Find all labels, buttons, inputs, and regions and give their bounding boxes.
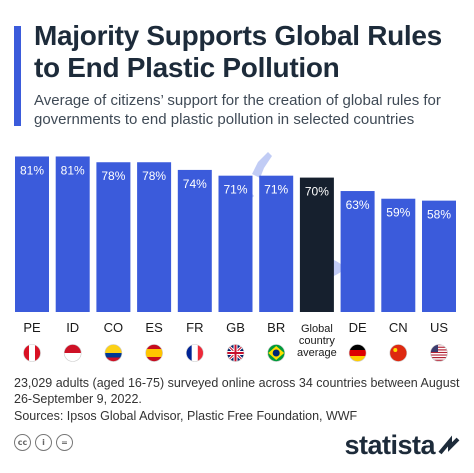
logo-text: statista [344, 430, 435, 460]
colombia-flag-icon [104, 344, 123, 362]
category-label: DE [349, 320, 367, 335]
bar-chart: 81% PE 81% ID 78% CO 78% ES 74% FR 71% GB 71% BR 70% Gl… [15, 152, 456, 362]
bar-gb [218, 175, 253, 312]
brazil-flag-icon [267, 344, 286, 362]
indonesia-flag-icon [63, 344, 82, 362]
category-label: Global country average [297, 323, 337, 359]
data-label: 71% [264, 183, 288, 197]
category-label: CO [104, 320, 124, 335]
data-label: 63% [346, 198, 370, 212]
bar-co [96, 162, 131, 312]
category-label: BR [267, 320, 285, 335]
bar-global-country-average [299, 177, 334, 312]
category-label: US [430, 320, 448, 335]
attribution-icon: i [35, 434, 52, 451]
survey-note: 23,029 adults (aged 16-75) surveyed onli… [14, 376, 460, 406]
no-derivatives-icon: = [56, 434, 73, 451]
data-label: 71% [223, 183, 247, 197]
category-label: CN [389, 320, 408, 335]
sources-text: Sources: Ipsos Global Advisor, Plastic F… [14, 409, 358, 423]
bar-cn [381, 198, 416, 312]
category-label: FR [186, 320, 203, 335]
statista-logo: statista [344, 430, 460, 461]
bar-us [422, 200, 456, 312]
bar-es [137, 162, 172, 312]
data-label: 74% [183, 177, 207, 191]
category-label: ID [66, 320, 79, 335]
data-label: 81% [20, 163, 44, 177]
bottle-shape [252, 152, 272, 178]
bar-de [340, 191, 375, 312]
data-label: 81% [61, 163, 85, 177]
spain-flag-icon [145, 344, 163, 362]
bar-pe [15, 156, 49, 312]
statista-logo-icon [438, 434, 460, 454]
data-label: 58% [427, 208, 451, 222]
peru-flag-icon [23, 344, 41, 362]
cc-icon: cc [14, 434, 31, 451]
chart-subtitle: Average of citizens’ support for the cre… [34, 92, 441, 128]
uk-flag-icon [226, 344, 245, 362]
germany-flag-icon [348, 344, 367, 362]
data-label: 78% [142, 169, 166, 183]
data-label: 78% [101, 169, 125, 183]
title-accent-bar [14, 26, 21, 126]
bar-id [55, 156, 90, 312]
category-label: GB [226, 320, 245, 335]
chart-title: Majority Supports Global Rules to End Pl… [34, 20, 442, 83]
data-label: 70% [305, 185, 329, 199]
usa-flag-icon [430, 344, 448, 362]
france-flag-icon [186, 344, 204, 362]
category-label: PE [23, 320, 41, 335]
category-label: ES [145, 320, 163, 335]
china-flag-icon [389, 344, 408, 362]
license-icons: cc i = [14, 434, 73, 451]
bar-br [259, 175, 294, 312]
data-label: 59% [386, 206, 410, 220]
bar-fr [177, 169, 212, 312]
